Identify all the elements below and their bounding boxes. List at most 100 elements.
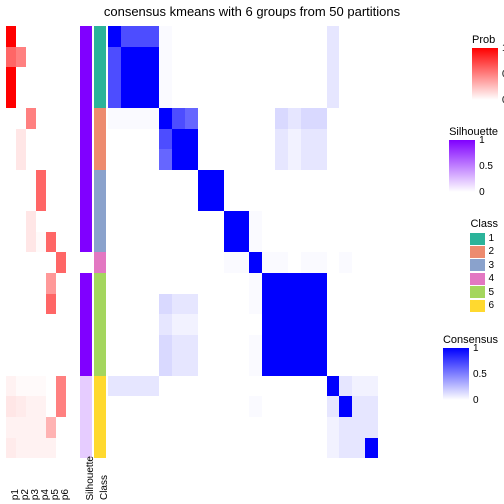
- matrix-cell: [211, 355, 224, 376]
- matrix-cell: [198, 355, 211, 376]
- prob-cell: [36, 396, 46, 417]
- class-cell: [94, 232, 106, 253]
- prob-cell: [56, 252, 66, 273]
- matrix-cell: [237, 396, 250, 417]
- prob-cell: [36, 335, 46, 356]
- matrix-cell: [185, 108, 198, 129]
- matrix-cell: [121, 252, 134, 273]
- prob-cell: [6, 108, 16, 129]
- matrix-cell: [121, 211, 134, 232]
- matrix-cell: [134, 273, 147, 294]
- sil-cell: [80, 129, 92, 150]
- prob-cell: [56, 149, 66, 170]
- sil-cell: [80, 211, 92, 232]
- prob-cell: [16, 170, 26, 191]
- matrix-cell: [237, 67, 250, 88]
- prob-cell: [16, 294, 26, 315]
- class-cell: [94, 314, 106, 335]
- prob-cell: [16, 335, 26, 356]
- matrix-cell: [224, 273, 237, 294]
- matrix-cell: [352, 170, 365, 191]
- matrix-cell: [134, 376, 147, 397]
- legend-title: Silhouette: [449, 126, 498, 138]
- matrix-cell: [172, 314, 185, 335]
- matrix-cell: [249, 376, 262, 397]
- prob-cell: [56, 335, 66, 356]
- matrix-cell: [108, 252, 121, 273]
- matrix-cell: [365, 170, 378, 191]
- matrix-cell: [172, 67, 185, 88]
- prob-cell: [36, 191, 46, 212]
- matrix-cell: [327, 335, 340, 356]
- prob-cell: [6, 376, 16, 397]
- matrix-cell: [365, 47, 378, 68]
- prob-cell: [56, 294, 66, 315]
- matrix-cell: [224, 294, 237, 315]
- matrix-cell: [327, 396, 340, 417]
- prob-cell: [6, 26, 16, 47]
- matrix-row: [108, 376, 378, 397]
- matrix-cell: [275, 314, 288, 335]
- prob-cell: [56, 88, 66, 109]
- matrix-cell: [108, 26, 121, 47]
- prob-cell: [6, 232, 16, 253]
- matrix-cell: [159, 88, 172, 109]
- matrix-cell: [185, 170, 198, 191]
- prob-cell: [36, 438, 46, 459]
- matrix-cell: [159, 67, 172, 88]
- matrix-cell: [262, 335, 275, 356]
- matrix-cell: [365, 314, 378, 335]
- matrix-cell: [108, 88, 121, 109]
- matrix-cell: [365, 88, 378, 109]
- matrix-cell: [237, 335, 250, 356]
- prob-cell: [6, 273, 16, 294]
- matrix-row: [108, 67, 378, 88]
- matrix-cell: [275, 294, 288, 315]
- matrix-cell: [198, 335, 211, 356]
- matrix-cell: [327, 376, 340, 397]
- matrix-cell: [134, 211, 147, 232]
- prob-cell: [36, 232, 46, 253]
- matrix-cell: [159, 438, 172, 459]
- matrix-cell: [314, 88, 327, 109]
- prob-cell: [6, 314, 16, 335]
- matrix-cell: [249, 67, 262, 88]
- matrix-cell: [211, 191, 224, 212]
- matrix-cell: [352, 396, 365, 417]
- matrix-cell: [262, 314, 275, 335]
- matrix-cell: [134, 438, 147, 459]
- prob-cell: [6, 438, 16, 459]
- prob-cell: [46, 67, 56, 88]
- matrix-cell: [301, 191, 314, 212]
- matrix-cell: [211, 438, 224, 459]
- matrix-cell: [301, 232, 314, 253]
- matrix-cell: [327, 417, 340, 438]
- matrix-cell: [185, 438, 198, 459]
- prob-cell: [26, 396, 36, 417]
- heatmap-main: [6, 26, 378, 458]
- matrix-cell: [224, 232, 237, 253]
- prob-cell: [56, 438, 66, 459]
- matrix-cell: [134, 355, 147, 376]
- matrix-cell: [172, 438, 185, 459]
- matrix-cell: [237, 273, 250, 294]
- matrix-row: [108, 149, 378, 170]
- matrix-cell: [108, 376, 121, 397]
- sil-cell: [80, 191, 92, 212]
- prob-cell: [56, 26, 66, 47]
- matrix-cell: [198, 67, 211, 88]
- matrix-cell: [159, 191, 172, 212]
- matrix-cell: [121, 335, 134, 356]
- matrix-cell: [365, 294, 378, 315]
- matrix-cell: [198, 47, 211, 68]
- matrix-row: [108, 294, 378, 315]
- matrix-cell: [172, 129, 185, 150]
- prob-cell: [26, 438, 36, 459]
- matrix-cell: [249, 191, 262, 212]
- matrix-cell: [352, 438, 365, 459]
- matrix-cell: [262, 252, 275, 273]
- matrix-cell: [288, 170, 301, 191]
- matrix-cell: [288, 26, 301, 47]
- matrix-cell: [365, 417, 378, 438]
- prob-cell: [46, 129, 56, 150]
